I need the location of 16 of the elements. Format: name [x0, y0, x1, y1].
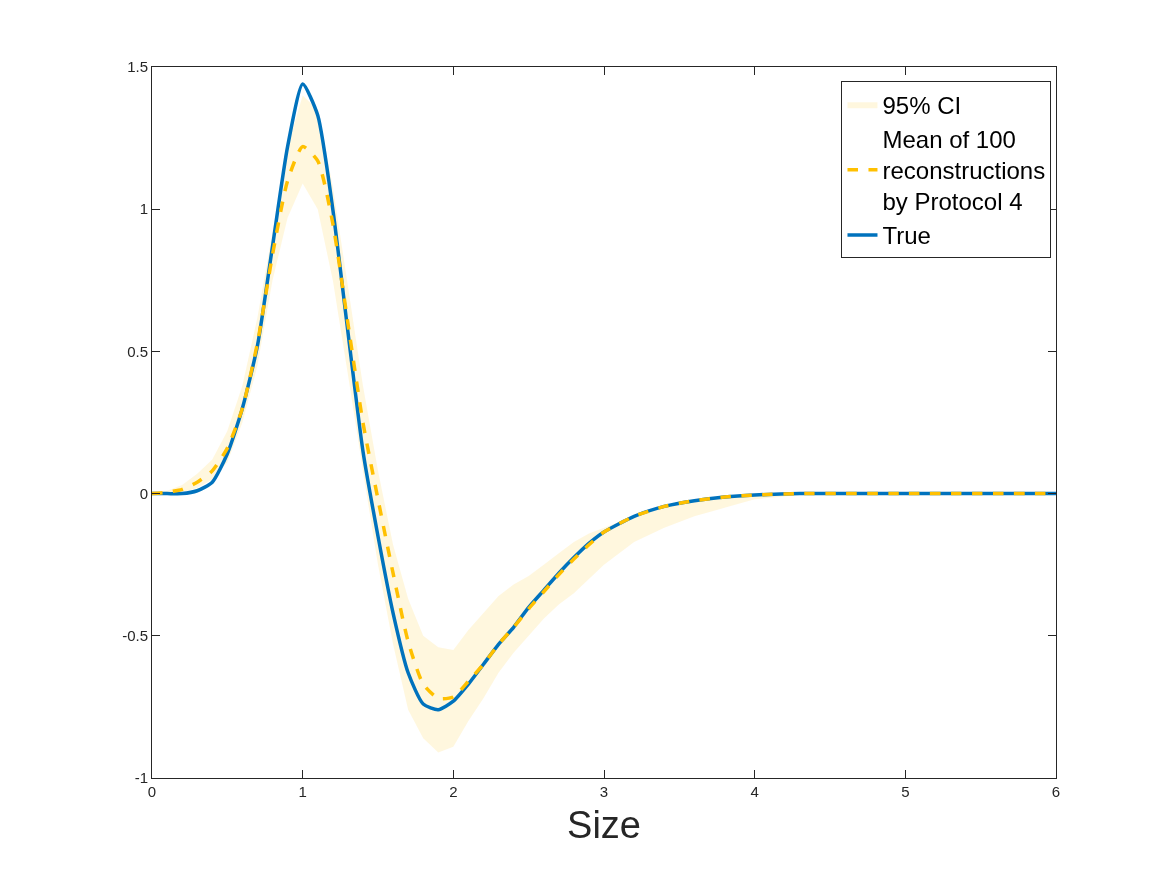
y-tick-label: 0 — [139, 484, 148, 502]
x-tick-label: 3 — [599, 783, 609, 800]
x-axis-title: Size — [567, 804, 641, 847]
legend-label: Mean of 100 reconstructions by Protocol 4 — [882, 125, 1046, 216]
y-tick-label: 1 — [139, 200, 148, 218]
legend-label: 95% CI — [882, 91, 962, 119]
legend-label: True — [882, 222, 931, 250]
y-tick-label: -0.5 — [122, 627, 148, 645]
x-tick-label: 5 — [901, 783, 910, 800]
y-tick-label: 1.5 — [127, 58, 148, 76]
y-tick-label: -1 — [134, 769, 148, 787]
x-tick-label: 6 — [1051, 783, 1061, 800]
x-tick-label: 1 — [298, 783, 307, 800]
x-tick-label: 2 — [449, 783, 458, 800]
x-tick-label: 4 — [750, 783, 759, 800]
y-tick-label: 0.5 — [127, 342, 148, 360]
